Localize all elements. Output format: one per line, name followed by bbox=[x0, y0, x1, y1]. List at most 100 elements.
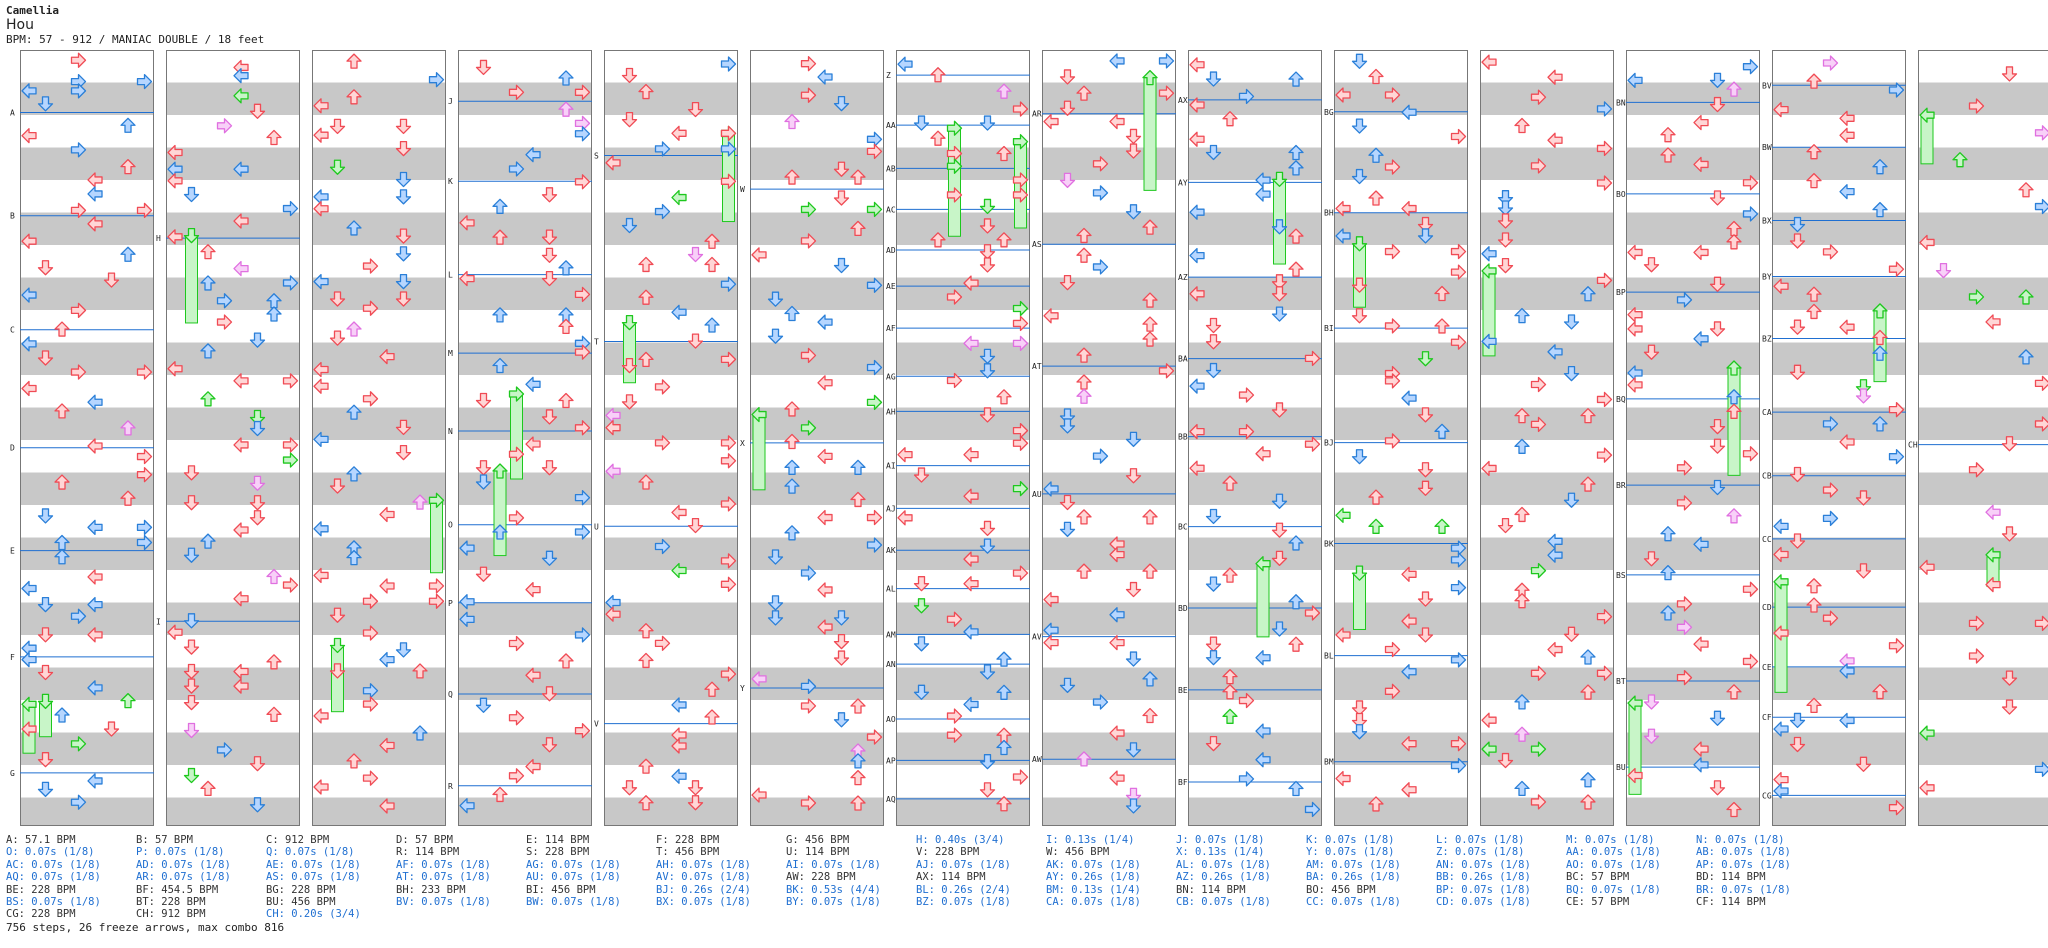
step-arrow bbox=[671, 697, 687, 713]
step-arrow bbox=[233, 213, 249, 229]
step-arrow bbox=[784, 169, 800, 185]
step-arrow bbox=[2034, 125, 2048, 141]
bpm-legend-entry: S: 228 BPM bbox=[526, 846, 590, 859]
step-arrow bbox=[233, 59, 249, 76]
column-frame bbox=[896, 50, 1030, 826]
step-arrow bbox=[817, 582, 833, 598]
step-arrow bbox=[638, 289, 654, 305]
step-arrow bbox=[1514, 307, 1530, 324]
bpm-legend-entry: C: 912 BPM bbox=[266, 834, 330, 846]
step-arrow bbox=[913, 598, 930, 614]
step-arrow bbox=[541, 686, 558, 702]
bpm-marker-label: BH bbox=[1324, 209, 1334, 218]
step-arrow bbox=[1076, 247, 1092, 263]
step-arrow bbox=[1351, 724, 1368, 740]
step-arrow bbox=[1676, 495, 1693, 511]
step-arrow bbox=[1238, 88, 1255, 105]
step-arrow bbox=[833, 257, 850, 274]
chart-column-10: BG BH BI BJ BK BL BM bbox=[1324, 50, 1468, 826]
bpm-legend-entry: BT: 228 BPM bbox=[136, 896, 206, 908]
bpm-marker-label: AW bbox=[1032, 755, 1042, 764]
step-arrow bbox=[508, 161, 525, 177]
step-arrow bbox=[1351, 700, 1368, 716]
step-arrow bbox=[850, 769, 866, 786]
step-arrow bbox=[558, 653, 574, 669]
step-arrow bbox=[963, 624, 979, 640]
step-arrow bbox=[1530, 562, 1547, 579]
freeze-hold-body bbox=[1353, 572, 1366, 630]
step-arrow bbox=[541, 550, 558, 566]
step-arrow bbox=[1401, 736, 1417, 752]
bpm-marker-label: Z bbox=[886, 71, 891, 80]
step-arrow bbox=[329, 159, 346, 175]
step-arrow bbox=[1125, 468, 1142, 484]
step-arrow bbox=[282, 373, 299, 389]
step-arrow bbox=[1335, 507, 1351, 523]
step-arrow bbox=[963, 576, 979, 592]
step-arrow bbox=[329, 118, 346, 135]
step-arrow bbox=[1189, 286, 1205, 302]
step-arrow bbox=[200, 780, 216, 797]
step-arrow bbox=[233, 663, 249, 680]
bpm-marker-label: AC bbox=[886, 205, 896, 214]
step-arrow bbox=[1709, 479, 1726, 496]
step-arrow bbox=[671, 768, 687, 784]
step-arrow bbox=[1872, 683, 1888, 700]
step-arrow bbox=[1012, 101, 1029, 117]
column-frame bbox=[1480, 50, 1614, 826]
bpm-marker-label: A bbox=[10, 109, 15, 118]
measure-stripe bbox=[1626, 277, 1760, 310]
chart-column-9: AX AY AZ BA BB BC BD BE BF bbox=[1178, 50, 1322, 826]
step-arrow bbox=[282, 452, 299, 468]
step-arrow bbox=[475, 59, 492, 76]
step-arrow bbox=[1434, 423, 1450, 439]
bpm-marker-label: BI bbox=[1324, 324, 1334, 333]
step-arrow bbox=[1384, 87, 1401, 103]
step-arrow bbox=[720, 576, 737, 592]
step-arrow bbox=[897, 447, 913, 463]
step-arrow bbox=[1288, 636, 1304, 652]
step-arrow bbox=[1142, 219, 1158, 235]
step-arrow bbox=[1238, 771, 1255, 787]
step-arrow bbox=[2001, 699, 2018, 715]
step-arrow bbox=[1497, 517, 1514, 534]
bpm-legend-entry: BF: 454.5 BPM bbox=[136, 883, 219, 896]
step-arrow bbox=[1205, 317, 1222, 334]
step-arrow bbox=[850, 169, 866, 185]
stop-legend-entry: O: 0.07s (1/8) bbox=[6, 846, 95, 859]
stop-legend-entry: L: 0.07s (1/8) bbox=[1436, 834, 1525, 846]
step-arrow bbox=[784, 433, 800, 450]
step-arrow bbox=[1222, 567, 1238, 583]
step-arrow bbox=[963, 335, 979, 352]
step-arrow bbox=[54, 474, 70, 490]
bpm-marker-label: B bbox=[10, 212, 15, 221]
step-arrow bbox=[120, 117, 136, 133]
freeze-hold-body bbox=[1256, 563, 1270, 638]
bpm-marker-label: BW bbox=[1762, 143, 1772, 152]
step-arrow bbox=[1222, 111, 1238, 127]
bpm-marker-label: AH bbox=[886, 407, 896, 416]
measure-stripe bbox=[1480, 82, 1614, 115]
step-arrow bbox=[1076, 227, 1092, 244]
step-arrow bbox=[200, 343, 216, 359]
measure-stripe bbox=[1918, 147, 2048, 180]
step-arrow bbox=[963, 447, 979, 463]
step-arrow bbox=[1450, 128, 1467, 145]
step-arrow bbox=[574, 420, 591, 436]
step-arrow bbox=[1693, 114, 1709, 131]
step-arrow bbox=[1059, 521, 1076, 538]
step-arrow bbox=[266, 293, 282, 309]
measure-stripe bbox=[1918, 602, 2048, 635]
stop-legend-entry: Z: 0.07s (1/8) bbox=[1436, 846, 1525, 859]
step-arrow bbox=[1596, 447, 1613, 463]
step-arrow bbox=[605, 606, 621, 622]
measure-stripe bbox=[166, 602, 300, 635]
step-arrow bbox=[687, 517, 704, 534]
step-arrow bbox=[1580, 649, 1596, 665]
step-arrow bbox=[1450, 652, 1467, 668]
measure-stripe bbox=[1188, 667, 1322, 700]
step-arrow bbox=[1822, 416, 1839, 432]
step-arrow bbox=[1563, 626, 1580, 642]
step-arrow bbox=[329, 330, 346, 346]
step-arrow bbox=[800, 56, 817, 72]
